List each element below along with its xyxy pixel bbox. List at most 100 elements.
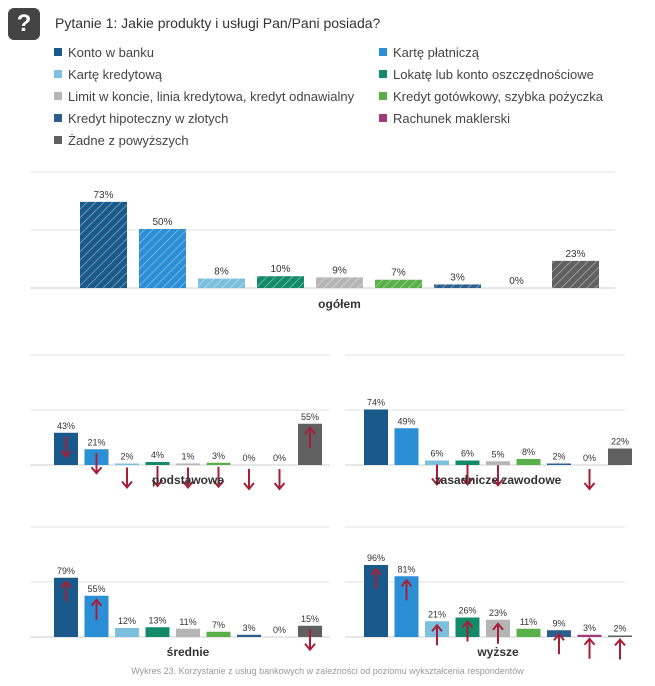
data-label: 49% — [397, 416, 415, 426]
data-label: 3% — [583, 623, 596, 633]
legend-item-karta-platnicza: Kartę płatniczą — [379, 45, 479, 60]
data-label: 6% — [461, 449, 474, 459]
bar — [198, 278, 245, 288]
legend-label-zadne: Żadne z powyższych — [68, 133, 189, 148]
data-label: 7% — [212, 620, 225, 630]
legend-item-karta-kredytowa: Kartę kredytową — [54, 67, 162, 82]
data-label: 0% — [583, 453, 596, 463]
bar — [608, 635, 632, 637]
data-label: 0% — [273, 453, 286, 463]
bar — [139, 229, 186, 288]
panel-title: zasadnicze zawodowe — [435, 473, 562, 487]
data-label: 79% — [57, 566, 75, 576]
arrow-head — [370, 567, 382, 576]
arrow-head — [583, 482, 596, 491]
legend-swatch-karta-kredytowa — [54, 70, 62, 78]
data-label: 23% — [489, 608, 507, 618]
panel-title: wyższe — [476, 645, 519, 659]
arrow-head — [273, 482, 286, 491]
question-icon: ? — [8, 8, 40, 40]
data-label: 9% — [332, 265, 347, 276]
data-label: 2% — [552, 452, 565, 462]
arrow-head — [182, 480, 194, 490]
legend-label-lokata: Lokatę lub konto oszczędnościowe — [393, 67, 594, 82]
bar — [455, 460, 480, 465]
bar — [80, 201, 127, 288]
bar — [486, 461, 510, 465]
chart-panel-1: 43% 21% 2% 4% 1% 3% 0% 0% 55% podstawowe — [30, 354, 330, 491]
data-label: 8% — [214, 267, 229, 278]
chart-caption: Wykres 23. Korzystanie z usług bankowych… — [131, 666, 524, 676]
arrow-head — [461, 619, 474, 629]
bar — [145, 627, 170, 637]
data-label: 15% — [301, 614, 319, 624]
bar — [364, 409, 388, 465]
bar — [115, 463, 139, 465]
arrow-head — [60, 580, 72, 589]
arrow-head — [304, 426, 316, 435]
data-label: 5% — [491, 449, 504, 459]
legend-item-kredyt-hipoteczny: Kredyt hipoteczny w złotych — [54, 111, 228, 126]
data-label: 2% — [613, 624, 626, 634]
bar — [516, 459, 541, 465]
arrow-head — [431, 623, 443, 632]
bar — [375, 279, 422, 288]
data-label: 96% — [367, 553, 385, 563]
data-label: 0% — [242, 453, 255, 463]
legend-item-konto: Konto w banku — [54, 45, 154, 60]
bar — [206, 631, 231, 637]
data-label: 55% — [87, 584, 105, 594]
bar — [145, 462, 170, 465]
legend-item-kredyt-gotowkowy: Kredyt gotówkowy, szybka pożyczka — [379, 89, 603, 104]
data-label: 8% — [522, 447, 535, 457]
data-label: 55% — [301, 412, 319, 422]
bar — [394, 428, 419, 465]
arrow-head — [121, 480, 133, 490]
bar — [206, 462, 231, 465]
arrow-head — [492, 478, 504, 487]
legend-swatch-lokata — [379, 70, 387, 78]
data-label: 1% — [181, 452, 194, 462]
arrow-head — [60, 450, 72, 459]
arrow-head — [614, 637, 626, 647]
legend-swatch-zadne — [54, 136, 62, 144]
data-label: 3% — [212, 451, 225, 461]
bar — [237, 634, 261, 637]
arrow-head — [304, 643, 316, 652]
arrow-head — [431, 477, 443, 487]
arrow-head — [492, 622, 504, 631]
chart-panel-2: 74% 49% 6% 6% 5% 8% 2% 0% 22% zasadnicze zawodowe — [345, 354, 632, 491]
legend-label-karta-kredytowa: Kartę kredytową — [68, 67, 162, 82]
bar — [316, 277, 363, 288]
data-label: 3% — [450, 272, 465, 283]
data-label: 26% — [458, 606, 476, 616]
bar — [434, 284, 481, 288]
bar — [547, 463, 571, 465]
legend-swatch-kredyt-gotowkowy — [379, 92, 387, 100]
data-label: 6% — [430, 449, 443, 459]
data-label: 4% — [151, 450, 164, 460]
data-label: 12% — [118, 616, 136, 626]
data-label: 21% — [428, 609, 446, 619]
legend-item-zadne: Żadne z powyższych — [54, 133, 189, 148]
data-label: 21% — [87, 437, 105, 447]
data-label: 7% — [391, 268, 406, 279]
data-label: 43% — [57, 421, 75, 431]
legend-label-konto: Konto w banku — [68, 45, 155, 60]
bar — [176, 628, 200, 637]
legend-swatch-limit — [54, 92, 62, 100]
arrow-head — [400, 578, 413, 587]
legend-swatch-kredyt-hipoteczny — [54, 114, 62, 122]
data-label: 50% — [152, 217, 172, 228]
arrow-head — [243, 482, 255, 491]
legend-item-lokata: Lokatę lub konto oszczędnościowe — [379, 67, 594, 82]
data-label: 23% — [565, 249, 585, 260]
arrow-head — [212, 480, 225, 489]
bar — [516, 628, 541, 637]
legend-swatch-rachunek-maklerski — [379, 114, 387, 122]
data-label: 74% — [367, 398, 385, 408]
data-label: 3% — [242, 623, 255, 633]
data-label: 9% — [552, 618, 565, 628]
arrow-head — [553, 632, 565, 641]
